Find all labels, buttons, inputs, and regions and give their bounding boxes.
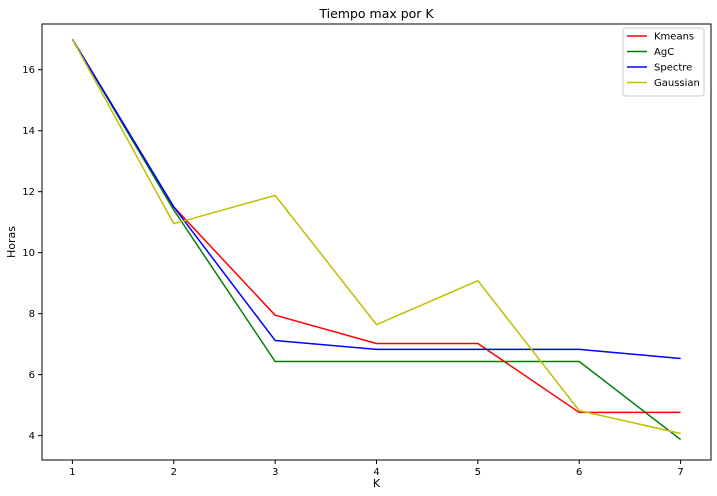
chart-title: Tiempo max por K xyxy=(318,6,434,21)
y-tick-label: 16 xyxy=(22,65,35,76)
x-axis-label: K xyxy=(373,477,381,490)
series-line-agc xyxy=(71,38,682,441)
x-tick-label: 4 xyxy=(373,467,379,478)
x-tick-label: 7 xyxy=(677,467,683,478)
x-tick-label: 1 xyxy=(69,467,75,478)
y-axis-label: Horas xyxy=(5,226,18,258)
legend-label: AgC xyxy=(654,47,674,58)
legend-label: Kmeans xyxy=(654,32,694,43)
series-line-spectre xyxy=(71,38,681,360)
x-tick-label: 2 xyxy=(171,467,177,478)
x-tick-label: 3 xyxy=(272,467,278,478)
legend-label: Gaussian xyxy=(654,78,700,89)
y-tick-label: 4 xyxy=(29,431,35,442)
y-tick-label: 10 xyxy=(22,248,35,259)
x-axis: 1 2 3 4 5 6 7 xyxy=(69,460,684,478)
legend: Kmeans AgC Spectre Gaussian xyxy=(622,27,705,97)
plot-frame xyxy=(41,23,712,461)
series-line-kmeans xyxy=(71,38,681,414)
y-tick-label: 14 xyxy=(22,126,35,137)
x-tick-label: 5 xyxy=(475,467,481,478)
legend-label: Spectre xyxy=(654,63,692,74)
x-tick-label: 6 xyxy=(576,467,582,478)
y-tick-label: 12 xyxy=(22,187,35,198)
legend-box xyxy=(622,27,705,97)
y-tick-label: 6 xyxy=(29,370,35,381)
y-axis: 4 6 8 10 12 14 16 xyxy=(22,65,42,442)
series-layer xyxy=(71,38,682,441)
series-line-gaussian xyxy=(71,38,681,435)
y-tick-label: 8 xyxy=(29,309,35,320)
